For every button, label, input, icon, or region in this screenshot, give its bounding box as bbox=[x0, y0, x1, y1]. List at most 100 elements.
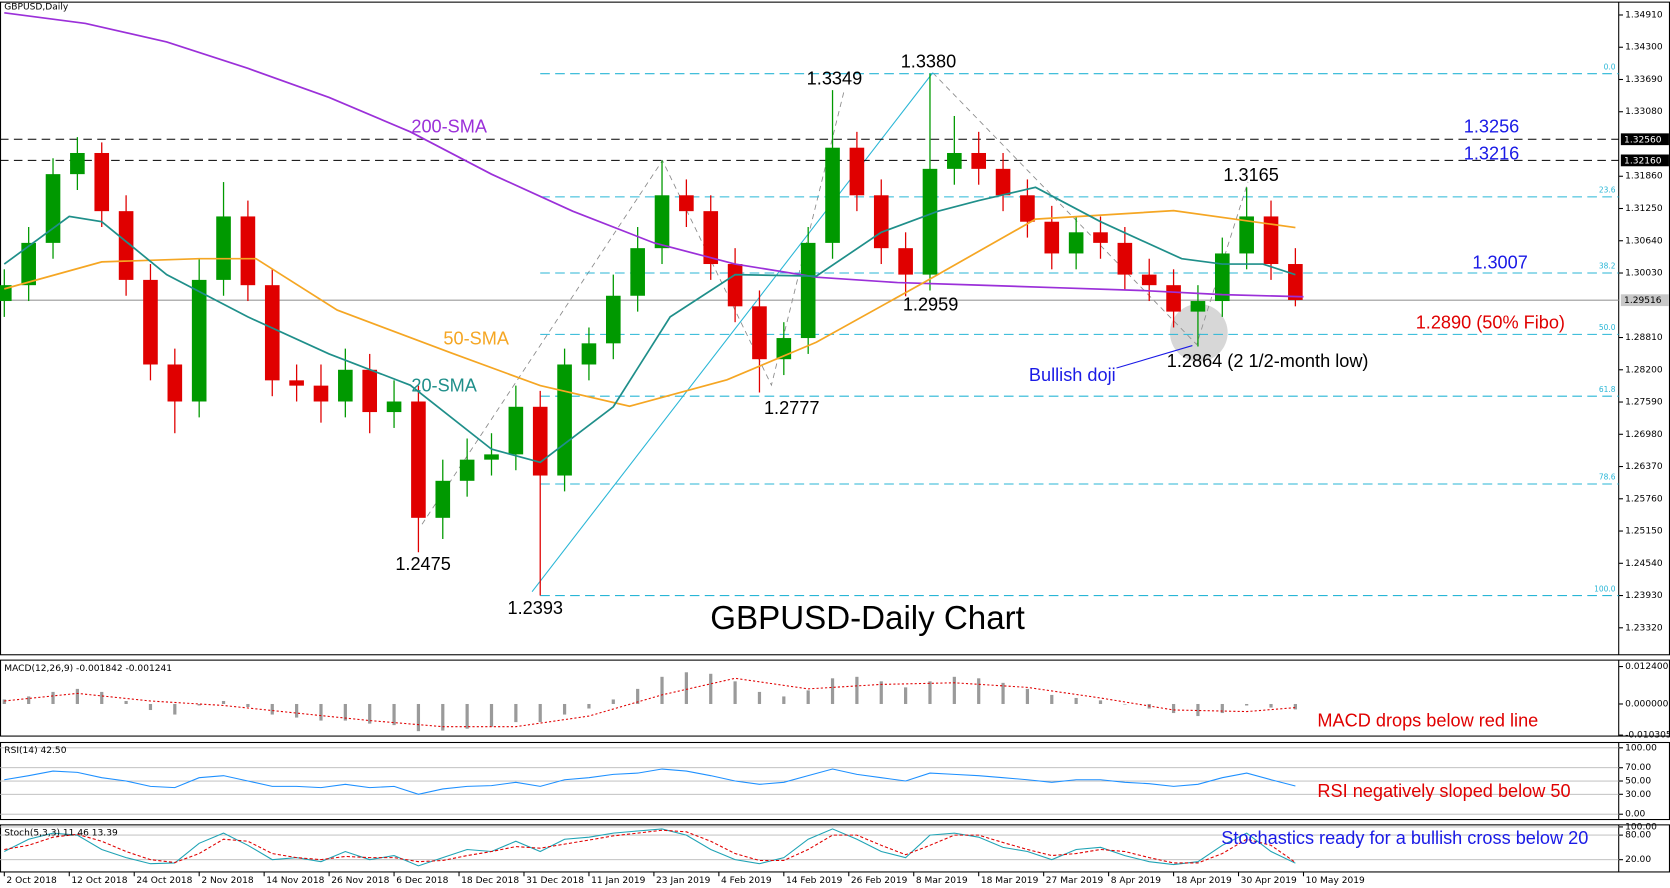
chart-title: GBPUSD-Daily Chart bbox=[710, 600, 1025, 637]
candle-body bbox=[264, 285, 280, 381]
x-tick-label: 26 Nov 2018 bbox=[331, 876, 389, 886]
x-tick-label: 18 Mar 2019 bbox=[981, 876, 1039, 886]
macd-signal bbox=[4, 677, 1296, 728]
macd-bar bbox=[1269, 703, 1273, 708]
candle-body bbox=[411, 401, 426, 518]
y-tick-label: 1.26980 bbox=[1625, 430, 1663, 440]
macd-bar bbox=[611, 699, 615, 704]
candle-body bbox=[557, 364, 572, 476]
candle-body bbox=[995, 168, 1011, 196]
macd-bar bbox=[562, 703, 567, 715]
candle-body bbox=[1263, 216, 1279, 265]
y-tick-label: 0.000000 bbox=[1625, 699, 1669, 709]
x-tick-label: 10 May 2019 bbox=[1306, 876, 1365, 886]
candle-body bbox=[703, 211, 719, 265]
price-box-label: 1.32160 bbox=[1624, 156, 1662, 166]
candle-body bbox=[459, 459, 475, 481]
macd-bar bbox=[879, 681, 883, 704]
y-tick-label: 20.00 bbox=[1625, 855, 1651, 865]
candle-body bbox=[825, 147, 840, 243]
sma-line bbox=[4, 209, 1296, 408]
macd-bar bbox=[465, 703, 469, 729]
macd-bar bbox=[928, 681, 932, 704]
candle-body bbox=[94, 152, 110, 212]
annotation: Bullish doji bbox=[1029, 365, 1116, 385]
annotation: 1.3256 bbox=[1464, 117, 1520, 137]
macd-bar bbox=[830, 678, 835, 704]
candle-body bbox=[216, 216, 231, 280]
y-tick-label: 80.00 bbox=[1625, 831, 1651, 841]
annotations: GBPUSD,Daily GBPUSD-Daily Chart 200-SMA … bbox=[4, 3, 1588, 849]
candle-body bbox=[1214, 253, 1230, 302]
candle-body bbox=[1068, 232, 1084, 254]
trend-line bbox=[531, 72, 934, 592]
indicator-line bbox=[4, 768, 1296, 795]
x-tick-label: 23 Jan 2019 bbox=[656, 876, 711, 886]
macd-bar bbox=[441, 703, 445, 731]
x-tick-label: 18 Apr 2019 bbox=[1176, 876, 1232, 886]
y-tick-label: 100.00 bbox=[1625, 822, 1657, 832]
candle-body bbox=[1166, 285, 1181, 312]
macd-bar bbox=[246, 703, 250, 708]
x-tick-label: 31 Dec 2018 bbox=[526, 876, 584, 886]
annotation: 1.3380 bbox=[901, 51, 957, 71]
candle-body bbox=[727, 264, 743, 307]
y-tick-label: 0.00 bbox=[1625, 810, 1645, 820]
macd-bar bbox=[368, 703, 372, 724]
y-tick-label: 100.00 bbox=[1625, 743, 1657, 753]
macd-bar bbox=[1196, 703, 1200, 717]
candle-body bbox=[21, 242, 36, 286]
y-tick-label: 1.23320 bbox=[1625, 623, 1663, 633]
pane-title: RSI(14) 42.50 bbox=[4, 746, 66, 756]
macd-bar bbox=[197, 703, 201, 706]
trend-line bbox=[421, 90, 845, 525]
macd-bar bbox=[782, 696, 786, 704]
x-tick-label: 8 Apr 2019 bbox=[1111, 876, 1162, 886]
candle-body bbox=[240, 216, 256, 286]
x-tick-label: 11 Jan 2019 bbox=[591, 876, 646, 886]
candle-body bbox=[654, 195, 670, 249]
macd-bar bbox=[75, 688, 79, 704]
macd-bar bbox=[587, 703, 591, 709]
fib-label: 78.6 bbox=[1599, 473, 1616, 482]
candle-body bbox=[1239, 216, 1254, 254]
macd-bar bbox=[295, 703, 299, 718]
macd-bar bbox=[660, 676, 664, 704]
macd-bar bbox=[51, 691, 55, 704]
line-label: 50-SMA bbox=[443, 328, 509, 348]
candle-body bbox=[971, 152, 987, 169]
pane-frame bbox=[0, 659, 1670, 737]
candle-body bbox=[1093, 232, 1108, 243]
candle-body bbox=[800, 242, 816, 339]
macd-bar bbox=[806, 690, 810, 704]
y-tick-label: 1.28200 bbox=[1625, 365, 1663, 375]
candle-body bbox=[362, 369, 378, 413]
macd-bar bbox=[538, 703, 542, 723]
macd-bar bbox=[855, 676, 859, 704]
annotation: 1.3349 bbox=[807, 69, 863, 89]
annotation: 1.2393 bbox=[508, 598, 564, 618]
y-tick-label: 1.28810 bbox=[1625, 333, 1663, 343]
macd-bar bbox=[148, 703, 153, 711]
candle-body bbox=[167, 364, 183, 402]
macd-bar bbox=[416, 703, 421, 732]
y-tick-label: -0.010305 bbox=[1625, 731, 1670, 741]
macd-bar bbox=[1123, 703, 1127, 705]
candle-body bbox=[1020, 195, 1035, 222]
y-tick-label: 1.30030 bbox=[1625, 269, 1663, 279]
candle-body bbox=[849, 147, 865, 196]
symbol-label: GBPUSD,Daily bbox=[4, 3, 69, 13]
price-box bbox=[1620, 294, 1669, 307]
price-box bbox=[1620, 133, 1669, 146]
x-tick-label: 2 Nov 2018 bbox=[201, 876, 254, 886]
fib-label: 23.6 bbox=[1599, 186, 1616, 195]
fib-label: 38.2 bbox=[1599, 262, 1616, 271]
y-tick-label: 1.26370 bbox=[1625, 462, 1663, 472]
candle-body bbox=[605, 295, 621, 344]
x-tick-label: 26 Feb 2019 bbox=[851, 876, 908, 886]
candle-body bbox=[1190, 301, 1206, 312]
x-tick-label: 2 Oct 2018 bbox=[6, 876, 57, 886]
